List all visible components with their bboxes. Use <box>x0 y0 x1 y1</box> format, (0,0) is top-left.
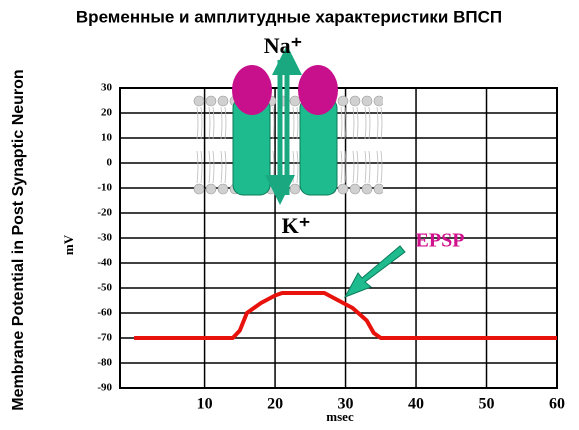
annotation-arrow <box>343 245 406 298</box>
y-unit: mV <box>61 234 76 255</box>
y-tick-label: -30 <box>97 232 112 244</box>
na-label: Na⁺ <box>264 33 303 58</box>
y-tick-label: -40 <box>97 257 112 269</box>
channel-cap-right <box>298 65 338 115</box>
y-tick-label: -70 <box>97 332 112 344</box>
x-tick-label: 50 <box>479 396 495 413</box>
data-line <box>134 291 557 340</box>
plot-frame <box>119 87 558 389</box>
x-tick-label: 30 <box>338 396 354 413</box>
y-tick-label: 10 <box>101 132 113 144</box>
x-tick-label: 20 <box>267 396 283 413</box>
plot-area: 30 20 10 0 -10 -20 -30 -40 -50 -60 -70 -80 -90 10 20 30… <box>97 82 565 413</box>
y-tick-label: -50 <box>97 282 112 294</box>
x-tick-label: 10 <box>197 396 213 413</box>
annotation: EPSP <box>416 230 465 252</box>
y-tick-label: -10 <box>97 182 112 194</box>
y-axis-label: Membrane Potential in Post Synaptic Neur… <box>10 69 27 410</box>
y-tick-label: -60 <box>97 307 112 319</box>
k-label: K⁺ <box>282 213 311 238</box>
x-tick-label: 40 <box>408 396 424 413</box>
y-tick-label: -80 <box>97 357 112 369</box>
y-tick-label: 0 <box>107 157 113 169</box>
y-tick-label: 30 <box>101 82 113 94</box>
y-tick-label: -20 <box>97 207 112 219</box>
x-axis-label: msec <box>326 409 354 424</box>
ion-channel-diagram: Na⁺ K⁺ <box>193 33 383 238</box>
x-tick-label: 60 <box>549 396 565 413</box>
y-tick-label: 20 <box>101 107 113 119</box>
y-tick-label: -90 <box>97 382 112 394</box>
chart-title: Временные и амплитудные характеристики В… <box>76 7 502 26</box>
channel-cap-left <box>232 65 272 115</box>
y-axis-label-text: Membrane Potential in Post Synaptic Neur… <box>10 69 27 410</box>
